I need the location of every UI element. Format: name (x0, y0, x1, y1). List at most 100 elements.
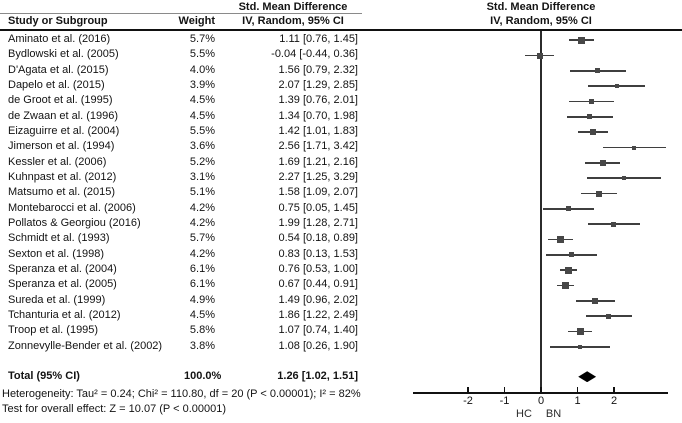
study-name: Jimerson et al. (1994) (8, 140, 115, 153)
effect-square (592, 297, 599, 304)
study-name: Montebarocci et al. (2006) (8, 201, 136, 214)
study-name: Sureda et al. (1999) (8, 293, 106, 306)
weight-column-header: Weight (178, 15, 215, 27)
table-row: Speranza et al. (2004) 6.1% 0.76 [0.53, 1.… (0, 262, 358, 277)
table-row: Troop et al. (1995) 5.8% 1.07 [0.74, 1.40] (0, 323, 358, 338)
study-effect: 0.83 [0.13, 1.53] (278, 247, 358, 260)
study-effect: 1.58 [1.09, 2.07] (278, 186, 358, 199)
study-effect: 0.75 [0.05, 1.45] (278, 201, 358, 214)
effect-column-header-line1: Std. Mean Difference (238, 1, 348, 13)
study-effect: 2.27 [1.25, 3.29] (278, 170, 358, 183)
study-effect: 1.56 [0.79, 2.32] (278, 63, 358, 76)
table-row: de Zwaan et al. (1996) 4.5% 1.34 [0.70, 1.… (0, 109, 358, 124)
study-effect: 2.56 [1.71, 3.42] (278, 140, 358, 153)
study-weight: 3.6% (189, 140, 215, 153)
table-row: Eizaguirre et al. (2004) 5.5% 1.42 [1.01, … (0, 124, 358, 139)
overall-effect-note: Test for overall effect: Z = 10.07 (P < … (2, 403, 227, 415)
study-name: D'Agata et al. (2015) (8, 63, 109, 76)
effect-square (589, 129, 596, 136)
study-weight: 4.2% (189, 247, 215, 260)
study-name: Zonnevylle-Bender et al. (2002) (8, 339, 163, 352)
effect-square (557, 236, 565, 244)
table-row: Zonnevylle-Bender et al. (2002) 3.8% 1.08 … (0, 339, 358, 354)
study-weight: 4.5% (189, 109, 215, 122)
table-row: Sexton et al. (1998) 4.2% 0.83 [0.13, 1.53… (0, 247, 358, 262)
study-weight: 5.5% (189, 48, 215, 61)
study-name: Eizaguirre et al. (2004) (8, 124, 120, 137)
study-effect: 1.07 [0.74, 1.40] (278, 324, 358, 337)
study-name: Speranza et al. (2005) (8, 278, 117, 291)
effect-square (568, 252, 574, 258)
table-row: Kuhnpast et al. (2012) 3.1% 2.27 [1.25, 3.… (0, 170, 358, 185)
table-row: Schmidt et al. (1993) 5.7% 0.54 [0.18, 0.8… (0, 231, 358, 246)
study-effect: 1.99 [1.28, 2.71] (278, 216, 358, 229)
axis-label-right: BN (545, 408, 562, 420)
study-name: de Groot et al. (1995) (8, 94, 113, 107)
total-label: Total (95% CI) (8, 370, 80, 382)
total-row: Total (95% CI) 100.0% 1.26 [1.02, 1.51] (0, 369, 358, 384)
study-weight: 5.5% (189, 124, 215, 137)
effect-square (606, 313, 612, 319)
effect-square (621, 176, 626, 181)
axis-tick-label: 1 (574, 395, 581, 407)
study-name: Bydlowski et al. (2005) (8, 48, 119, 61)
table-row: Aminato et al. (2016) 5.7% 1.11 [0.76, 1.4… (0, 32, 358, 47)
effect-square (589, 99, 595, 105)
study-weight: 5.1% (189, 186, 215, 199)
effect-square (611, 221, 617, 227)
table-row: Tchanturia et al. (2012) 4.5% 1.86 [1.22, … (0, 308, 358, 323)
study-weight: 6.1% (189, 278, 215, 291)
study-effect: 0.54 [0.18, 0.89] (278, 232, 358, 245)
table-row: D'Agata et al. (2015) 4.0% 1.56 [0.79, 2.3… (0, 63, 358, 78)
effect-square (632, 145, 637, 150)
axis-tick-label: 2 (610, 395, 618, 407)
effect-square (595, 190, 602, 197)
summary-diamond (578, 371, 597, 383)
study-name: Matsumo et al. (2015) (8, 186, 115, 199)
axis-tick (503, 387, 506, 393)
axis-tick-label: -1 (499, 395, 510, 407)
axis-tick (540, 387, 542, 393)
study-weight: 3.9% (189, 78, 215, 91)
effect-square (565, 266, 573, 274)
heterogeneity-note: Heterogeneity: Tau² = 0.24; Chi² = 110.8… (2, 388, 361, 400)
study-name: Kessler et al. (2006) (8, 155, 107, 168)
study-name: Dapelo et al. (2015) (8, 78, 105, 91)
plot-header-line2: IV, Random, 95% CI (490, 15, 592, 27)
axis-tick-label: -2 (463, 395, 473, 407)
study-effect: 1.34 [0.70, 1.98] (278, 109, 358, 122)
study-effect: 1.86 [1.22, 2.49] (278, 308, 358, 321)
study-effect: 0.76 [0.53, 1.00] (278, 262, 358, 275)
table-row: Kessler et al. (2006) 5.2% 1.69 [1.21, 2.1… (0, 155, 358, 170)
table-row: Pollatos & Georgiou (2016) 4.2% 1.99 [1.28… (0, 216, 358, 231)
axis-label-left: HC (516, 408, 532, 420)
effect-square (561, 282, 569, 290)
effect-square (565, 206, 571, 212)
header-rule (0, 29, 682, 31)
study-effect: 1.69 [1.21, 2.16] (278, 155, 358, 168)
study-effect: 1.11 [0.76, 1.45] (279, 33, 358, 45)
table-row: Dapelo et al. (2015) 3.9% 2.07 [1.29, 2.85… (0, 78, 358, 93)
study-name: Troop et al. (1995) (8, 324, 99, 337)
study-effect: 1.39 [0.76, 2.01] (278, 94, 358, 107)
study-weight: 4.5% (189, 308, 215, 321)
study-effect: 1.42 [1.01, 1.83] (278, 124, 358, 137)
study-weight: 6.1% (189, 262, 215, 275)
effect-square (578, 36, 585, 44)
study-name: Speranza et al. (2004) (8, 262, 117, 275)
study-name: Tchanturia et al. (2012) (8, 308, 121, 321)
table-row: Speranza et al. (2005) 6.1% 0.67 [0.44, 0.… (0, 277, 358, 292)
study-weight: 5.8% (189, 324, 215, 337)
plot-header-line1: Std. Mean Difference (486, 1, 596, 13)
effect-square (576, 328, 584, 336)
effect-square (578, 344, 583, 349)
study-weight: 4.5% (189, 94, 215, 107)
axis-tick (576, 387, 579, 393)
study-weight: 3.8% (189, 339, 215, 352)
study-weight: 4.2% (189, 216, 215, 229)
effect-square (595, 68, 601, 74)
study-name: Sexton et al. (1998) (8, 247, 105, 260)
study-name: Kuhnpast et al. (2012) (8, 170, 117, 183)
